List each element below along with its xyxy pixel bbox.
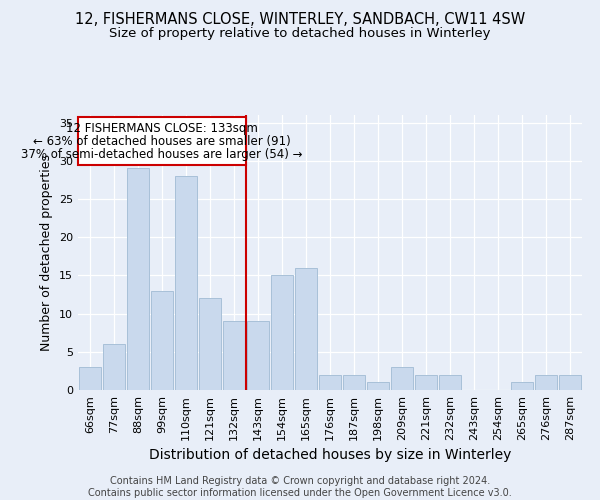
Bar [199, 298, 221, 390]
X-axis label: Distribution of detached houses by size in Winterley: Distribution of detached houses by size … [149, 448, 511, 462]
Bar [127, 168, 149, 390]
Text: 12, FISHERMANS CLOSE, WINTERLEY, SANDBACH, CW11 4SW: 12, FISHERMANS CLOSE, WINTERLEY, SANDBAC… [75, 12, 525, 28]
Bar [247, 322, 269, 390]
Bar [535, 374, 557, 390]
Text: 37% of semi-detached houses are larger (54) →: 37% of semi-detached houses are larger (… [21, 148, 303, 161]
Bar [271, 276, 293, 390]
Bar [439, 374, 461, 390]
Text: Size of property relative to detached houses in Winterley: Size of property relative to detached ho… [109, 28, 491, 40]
Bar [79, 367, 101, 390]
Bar [319, 374, 341, 390]
Y-axis label: Number of detached properties: Number of detached properties [40, 154, 53, 351]
Text: ← 63% of detached houses are smaller (91): ← 63% of detached houses are smaller (91… [33, 135, 291, 148]
Bar [151, 290, 173, 390]
Bar [295, 268, 317, 390]
Text: 12 FISHERMANS CLOSE: 133sqm: 12 FISHERMANS CLOSE: 133sqm [66, 122, 258, 135]
Bar [391, 367, 413, 390]
Bar [175, 176, 197, 390]
Text: Contains HM Land Registry data © Crown copyright and database right 2024.
Contai: Contains HM Land Registry data © Crown c… [88, 476, 512, 498]
Bar [415, 374, 437, 390]
Bar [559, 374, 581, 390]
Bar [511, 382, 533, 390]
Bar [78, 116, 246, 164]
Bar [103, 344, 125, 390]
Bar [367, 382, 389, 390]
Bar [343, 374, 365, 390]
Bar [223, 322, 245, 390]
